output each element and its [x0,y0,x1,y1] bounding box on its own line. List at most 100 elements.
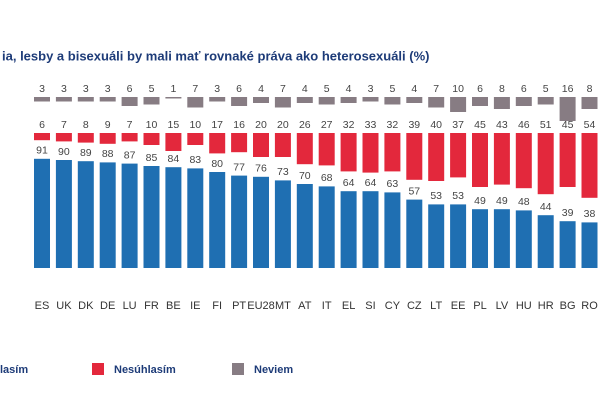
value-label: 85 [146,152,158,164]
bar-agree [99,162,116,268]
bar-agree [362,191,379,268]
value-label: 4 [302,83,308,95]
bar-dontknow [384,97,401,105]
value-label: 17 [211,119,223,131]
bar-disagree [231,133,248,153]
x-tick-label: FR [144,300,159,312]
x-tick-label: CZ [407,300,422,312]
value-label: 57 [408,185,420,197]
legend-swatch [92,363,104,375]
x-tick-label: BG [560,300,576,312]
value-label: 90 [58,146,70,158]
value-label: 3 [61,83,67,95]
value-label: 4 [346,83,352,95]
value-label: 76 [255,163,267,175]
bar-disagree [77,133,94,143]
value-label: 84 [168,153,180,165]
bar-disagree [384,133,401,172]
bar-disagree [406,133,423,180]
value-label: 43 [496,119,508,131]
bar-agree [55,160,72,268]
value-label: 32 [343,119,355,131]
bar-disagree [537,133,554,195]
bar-disagree [99,133,116,144]
bar-dontknow [296,97,313,103]
bar-disagree [296,133,313,165]
bar-dontknow [340,97,357,103]
bar-dontknow [55,97,72,102]
value-label: 46 [518,119,530,131]
bar-disagree [493,133,510,185]
bar-dontknow [143,97,160,105]
bar-dontknow [231,97,248,106]
bar-dontknow [121,97,138,106]
value-label: 5 [324,83,330,95]
x-tick-label: AT [298,300,312,312]
bar-agree [515,210,532,268]
x-tick-label: HR [538,300,554,312]
bar-agree [296,184,313,268]
value-label: 73 [277,166,289,178]
bar-agree [253,176,269,268]
value-label: 10 [146,119,158,131]
bar-dontknow [581,97,598,109]
value-label: 7 [192,83,198,95]
bar-disagree [121,133,138,142]
bar-agree [165,167,182,268]
x-tick-label: DK [78,300,94,312]
value-label: 20 [255,119,267,131]
x-tick-label: RO [581,300,598,312]
bar-dontknow [559,97,576,121]
value-label: 3 [214,83,220,95]
value-label: 49 [474,195,486,207]
value-label: 83 [189,154,201,166]
x-tick-label: ES [35,300,50,312]
value-label: 45 [474,119,486,131]
x-tick-label: LV [496,300,509,312]
value-label: 77 [233,161,245,173]
value-label: 9 [105,119,111,131]
value-label: 3 [368,83,374,95]
value-label: 6 [39,119,45,131]
bar-disagree [34,133,50,141]
value-label: 5 [389,83,395,95]
value-label: 16 [233,119,245,131]
value-label: 87 [124,149,136,161]
x-tick-label: EE [451,300,466,312]
bar-agree [384,192,401,268]
value-label: 89 [80,147,92,159]
value-label: 37 [452,119,464,131]
bar-dontknow [99,97,116,102]
legend-swatch [232,363,244,375]
bar-agree [231,175,248,268]
value-label: 26 [299,119,311,131]
bar-agree [187,168,204,268]
x-tick-label: UK [56,300,72,312]
x-tick-label: EU28 [247,300,275,312]
value-label: 16 [562,83,574,95]
bar-dontknow [34,97,50,102]
value-label: 6 [521,83,527,95]
value-label: 44 [540,201,552,213]
value-label: 6 [127,83,133,95]
value-label: 6 [477,83,483,95]
value-label: 1 [170,83,176,95]
bar-dontknow [472,97,488,106]
chart-title: ia, lesby a bisexuáli by mali mať rovnak… [2,48,429,63]
bar-disagree [318,133,335,166]
x-tick-label: MT [275,300,291,312]
bar-agree [406,199,423,268]
x-tick-label: LT [430,300,442,312]
bar-agree [209,172,226,268]
bar-agree [559,221,576,268]
x-tick-label: PT [232,300,246,312]
value-label: 8 [587,83,593,95]
value-label: 10 [189,119,201,131]
value-label: 27 [321,119,333,131]
bar-agree [34,158,50,268]
bar-agree [428,204,445,268]
value-label: 3 [83,83,89,95]
value-label: 3 [105,83,111,95]
value-label: 5 [149,83,155,95]
